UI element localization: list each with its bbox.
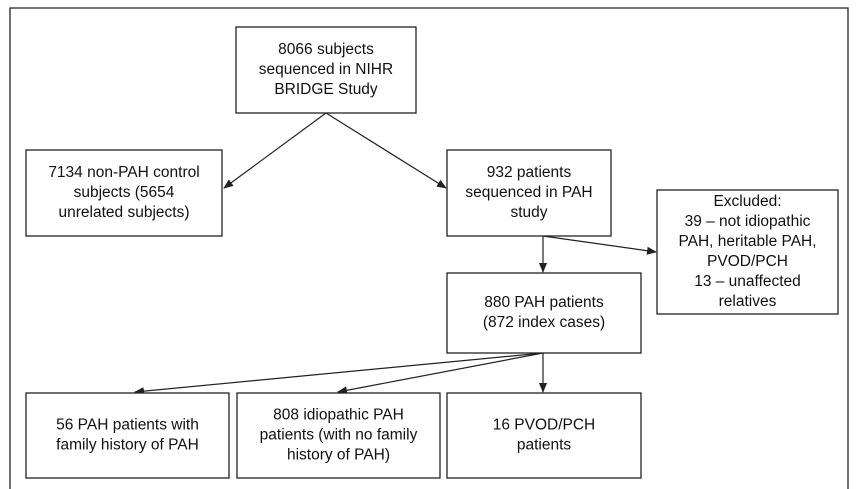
arrow [542, 235, 657, 255]
node-label: patients (with no family [260, 427, 418, 444]
node-label: subjects (5654 [74, 184, 175, 201]
node-label: PVOD/PCH [707, 253, 788, 270]
node-label: relatives [719, 293, 777, 310]
node-label: BRIDGE Study [274, 81, 378, 98]
node-label: family history of PAH [56, 437, 199, 454]
node-label: 880 PAH patients [484, 294, 604, 311]
node-box [25, 392, 230, 479]
node-label: 56 PAH patients with [56, 417, 199, 434]
node-box [656, 189, 839, 315]
node-box [446, 149, 612, 237]
node-label: 808 idiopathic PAH [273, 407, 404, 424]
node-label: sequenced in NIHR [259, 61, 393, 78]
node-box [446, 272, 642, 354]
node-label: unrelated subjects) [59, 204, 190, 221]
node-label: PAH, heritable PAH, [678, 233, 816, 250]
node-label: 13 – unaffected [694, 273, 801, 290]
node-label: sequenced in PAH [465, 184, 592, 201]
arrow [325, 112, 447, 189]
node-label: 7134 non-PAH control [48, 164, 199, 181]
node-box [236, 392, 441, 479]
frame [9, 7, 849, 489]
arrow [337, 352, 544, 395]
node-box [235, 26, 417, 114]
node-label: history of PAH) [287, 447, 390, 464]
node-box [25, 149, 223, 237]
node-label: 16 PVOD/PCH [493, 417, 596, 434]
node-box [446, 392, 642, 479]
arrow [223, 112, 327, 189]
node-label: study [510, 204, 547, 221]
node-label: 932 patients [487, 164, 572, 181]
node-label: 8066 subjects [278, 41, 374, 58]
node-label: 39 – not idiopathic [685, 213, 811, 230]
arrow [134, 352, 544, 396]
node-label: patients [517, 437, 572, 454]
node-label: Excluded: [713, 193, 781, 210]
node-label: (872 index cases) [483, 314, 605, 331]
